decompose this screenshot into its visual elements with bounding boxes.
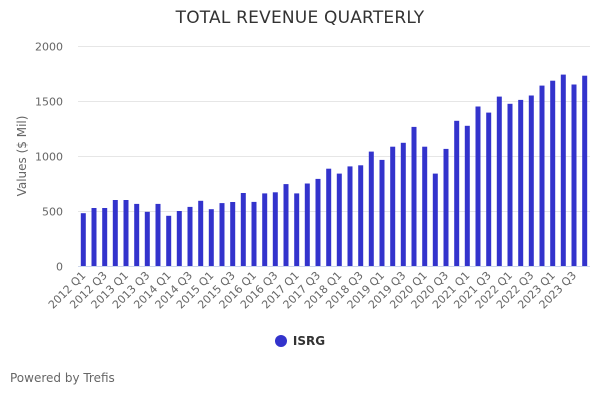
y-tick-label: 2000 [35,41,63,54]
bar-2020-q3[interactable] [443,148,449,266]
powered-by-footer: Powered by Trefis [10,371,115,385]
y-axis-title: Values ($ Mil) [15,116,29,197]
bar-2023-q4[interactable] [582,75,588,266]
bar-2014-q1[interactable] [166,215,172,266]
bar-2020-q1[interactable] [422,146,428,266]
gridlines [78,46,590,212]
bar-2012-q1[interactable] [80,213,86,266]
bar-2017-q1[interactable] [294,193,300,266]
bar-2022-q4[interactable] [539,85,545,266]
bar-2016-q4[interactable] [283,184,289,266]
bar-2018-q3[interactable] [358,165,364,266]
bar-2019-q2[interactable] [390,146,396,266]
bar-2017-q2[interactable] [304,183,310,267]
y-tick-label: 500 [42,206,63,219]
bar-2021-q4[interactable] [496,96,502,266]
bar-2015-q2[interactable] [219,203,225,266]
y-tick-label: 0 [56,261,63,274]
bar-2014-q4[interactable] [198,200,204,266]
bar-2016-q2[interactable] [262,193,268,266]
bar-2022-q3[interactable] [528,95,534,267]
legend-marker-icon [274,335,287,347]
bar-2023-q3[interactable] [571,84,577,267]
bar-2022-q2[interactable] [518,99,524,267]
y-tick-label: 1000 [35,151,63,164]
bar-2012-q4[interactable] [112,200,118,266]
chart-title: TOTAL REVENUE QUARTERLY [175,8,425,28]
legend-item-isrg[interactable]: ISRG [274,334,326,348]
y-tick-label: 1500 [35,96,63,109]
bar-2017-q4[interactable] [326,168,332,266]
bar-2021-q1[interactable] [464,125,470,267]
bar-2017-q3[interactable] [315,178,321,266]
bar-2015-q3[interactable] [230,202,236,266]
bar-2013-q1[interactable] [123,200,129,266]
bar-2019-q3[interactable] [400,142,406,266]
bar-2018-q2[interactable] [347,166,353,266]
bar-2013-q4[interactable] [155,203,161,266]
bar-2012-q2[interactable] [91,208,97,266]
bar-2016-q1[interactable] [251,201,257,266]
bar-2021-q3[interactable] [486,112,492,266]
bar-2020-q2[interactable] [432,173,438,266]
bar-2021-q2[interactable] [475,106,481,267]
y-axis-ticks: 0 500 1000 1500 2000 [35,41,63,274]
bar-2018-q1[interactable] [336,173,342,266]
legend: ISRG [0,334,600,350]
bar-2015-q4[interactable] [240,193,246,266]
bar-2012-q3[interactable] [102,208,108,266]
bar-2014-q3[interactable] [187,206,193,266]
bar-2019-q1[interactable] [379,159,385,266]
bar-series-isrg [80,74,588,267]
bar-2013-q2[interactable] [134,203,140,266]
legend-label: ISRG [292,334,326,348]
bar-2013-q3[interactable] [144,211,150,266]
bar-2016-q3[interactable] [272,192,278,266]
bar-2014-q2[interactable] [176,211,182,266]
bar-2023-q1[interactable] [550,80,556,266]
bar-2020-q4[interactable] [454,120,460,266]
bar-2019-q4[interactable] [411,126,417,267]
bar-2018-q4[interactable] [368,151,374,266]
bar-2023-q2[interactable] [560,74,566,266]
bar-2015-q1[interactable] [208,209,214,266]
bar-2022-q1[interactable] [507,103,513,267]
